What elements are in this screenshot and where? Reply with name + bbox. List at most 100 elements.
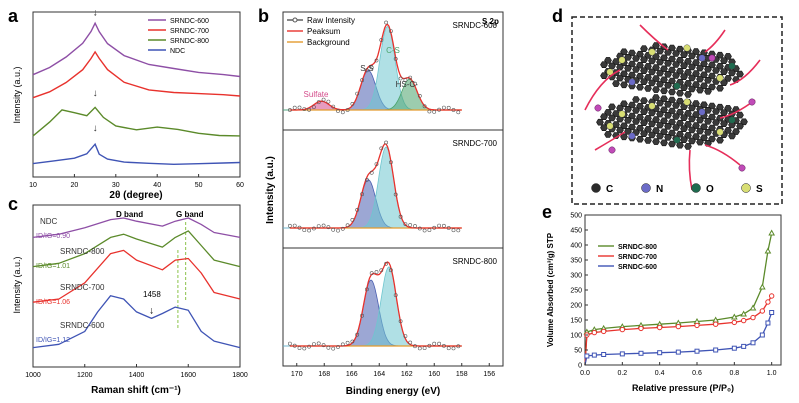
series-line-srndc-600 xyxy=(32,295,241,349)
series-line-srndc-800 xyxy=(32,106,241,137)
hex-ring xyxy=(648,79,656,87)
marker-point xyxy=(759,332,765,338)
panel-label-b: b xyxy=(258,6,269,26)
series-line-srndc-800 xyxy=(584,232,773,366)
atom-dot-1 xyxy=(628,78,636,86)
x-tick-label-160: 160 xyxy=(428,371,440,378)
hex-ring xyxy=(660,139,668,147)
x-tick-label-30: 30 xyxy=(112,182,120,189)
peaksum-line-srndc-600 xyxy=(289,23,462,111)
raw-point xyxy=(287,108,292,112)
subplot-name-srndc-700: SRNDC-700 xyxy=(453,139,498,148)
panel-c-xlabel: Raman shift (cm⁻¹) xyxy=(91,385,181,396)
x-tick-label-170: 170 xyxy=(291,371,303,378)
atom-legend-label-n: N xyxy=(656,184,663,195)
graphene-sheet-1 xyxy=(596,94,748,150)
marker-point xyxy=(712,316,720,323)
x-tick-label-162: 162 xyxy=(401,371,413,378)
raw-point xyxy=(336,228,340,233)
hex-ring xyxy=(668,88,676,96)
ion-path-arrow-4 xyxy=(704,144,741,166)
x-tick-label-1800: 1800 xyxy=(232,372,248,379)
atom-dot-0 xyxy=(618,110,626,118)
hex-ring xyxy=(680,62,688,69)
hex-ring xyxy=(632,55,640,62)
atom-dot-5 xyxy=(716,74,724,82)
raw-point xyxy=(360,78,365,83)
hex-ring xyxy=(640,78,648,85)
hex-ring xyxy=(664,123,672,130)
atom-legend-label-s: S xyxy=(756,184,763,195)
series-ratio-srndc-600: ID/IG=1.12 xyxy=(36,337,70,344)
ion-sphere-1 xyxy=(608,146,616,154)
raw-point xyxy=(432,225,437,230)
hex-ring xyxy=(616,63,624,71)
marker-point xyxy=(765,320,771,326)
raw-point xyxy=(451,346,456,351)
raw-point xyxy=(437,107,442,112)
raw-point xyxy=(451,108,456,112)
hex-ring xyxy=(648,68,656,76)
raw-point xyxy=(340,226,345,231)
raw-point xyxy=(311,342,316,347)
panel-e-x-ticks: 0.0 0.2 0.4 0.6 0.8 1.0 xyxy=(580,362,777,377)
hex-ring xyxy=(688,52,696,60)
marker-point xyxy=(713,347,719,353)
hex-ring xyxy=(600,72,608,79)
marker-point xyxy=(619,326,626,333)
hex-ring xyxy=(600,124,608,131)
hex-ring xyxy=(712,67,720,74)
raw-point xyxy=(388,160,393,165)
subplot-name-srndc-600: SRNDC-600 xyxy=(453,21,498,30)
peak-label-s-s: S-S xyxy=(360,64,373,73)
hex-ring xyxy=(660,87,668,95)
legend-marker-raw-intensity xyxy=(292,17,298,23)
marker-point xyxy=(694,322,700,329)
raw-point xyxy=(374,58,379,63)
hex-ring xyxy=(608,103,616,111)
atom-dot-7 xyxy=(606,68,614,76)
hex-ring xyxy=(600,113,608,120)
hex-ring xyxy=(612,80,620,87)
hex-ring xyxy=(624,106,632,113)
marker-point xyxy=(730,313,738,320)
panel-c-dband-label: D band xyxy=(116,210,143,219)
series-markers-srndc-700 xyxy=(584,293,775,338)
hex-ring xyxy=(632,118,640,125)
marker-point xyxy=(750,340,756,346)
raw-point xyxy=(374,270,379,274)
panel-e-ylabel: Volume Absorbed (cm³/g) STP xyxy=(546,232,555,347)
raw-point xyxy=(364,287,369,292)
raw-point xyxy=(307,107,312,112)
raw-point xyxy=(398,319,403,324)
y-tick-label-300: 300 xyxy=(570,273,582,280)
atom-legend-label-c: C xyxy=(606,184,613,195)
raw-point xyxy=(413,81,417,86)
hex-ring xyxy=(640,130,648,137)
hex-ring xyxy=(712,108,720,115)
panel-e-plot-area xyxy=(583,229,776,366)
hex-ring xyxy=(720,109,728,116)
panel-label-d: d xyxy=(552,6,563,26)
hex-ring xyxy=(624,117,632,124)
hex-ring xyxy=(656,58,664,66)
series-line-srndc-600 xyxy=(584,312,773,366)
panel-b-title: S 2p xyxy=(482,17,499,26)
panel-b-ylabel: Intensity (a.u.) xyxy=(265,156,276,224)
marker-point xyxy=(638,325,644,332)
ion-path-arrow-2 xyxy=(729,59,761,86)
marker-point xyxy=(750,314,756,321)
marker-point xyxy=(675,323,682,330)
panel-e-legend: SRNDC-800 SRNDC-700 SRNDC-600 xyxy=(598,244,657,271)
raw-point xyxy=(287,341,292,346)
arrow-marker-2: ↓ xyxy=(93,123,98,134)
x-tick-label-1600: 1600 xyxy=(180,372,196,379)
hex-ring xyxy=(672,113,680,120)
hex-ring xyxy=(616,104,624,112)
marker-point xyxy=(749,304,757,311)
hex-ring xyxy=(664,71,672,78)
raw-point xyxy=(350,339,355,344)
hex-ring xyxy=(688,74,696,82)
raw-point xyxy=(355,91,360,96)
